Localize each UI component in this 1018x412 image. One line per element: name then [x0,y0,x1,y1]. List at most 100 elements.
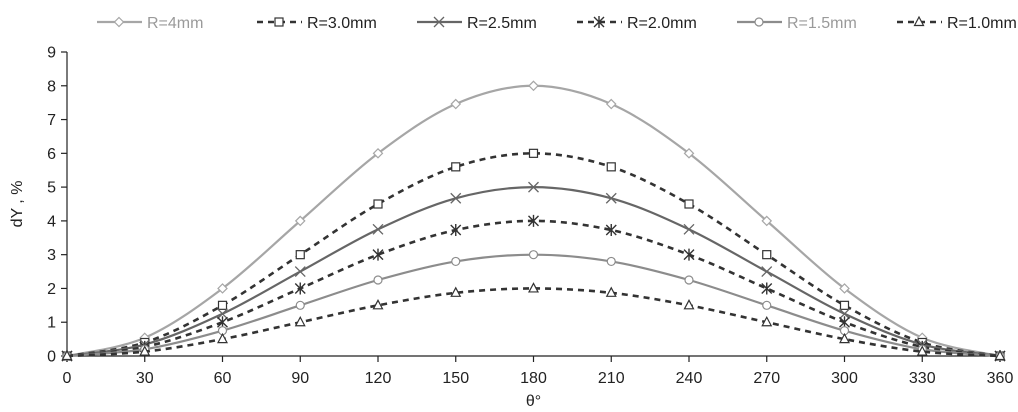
data-point [372,223,384,235]
data-point [606,162,616,172]
data-point [528,80,539,92]
x-tick-label: 360 [987,370,1014,387]
data-point [916,345,928,356]
data-point [606,256,616,267]
data-point [372,299,384,310]
data-point [683,147,695,159]
data-point [294,215,306,227]
data-point [528,148,539,158]
legend-marker [754,17,764,27]
legend-marker [913,15,925,27]
data-point [528,214,539,227]
x-tick-label: 240 [676,370,703,387]
data-point [528,250,539,260]
data-point [450,224,462,237]
plot-area [61,80,1006,362]
legend-label: R=2.5mm [467,15,537,32]
data-point [450,98,462,110]
data-point [294,315,306,327]
y-tick-label: 3 [47,247,56,264]
data-point [762,300,772,310]
data-point [839,332,850,344]
data-point [683,299,695,310]
x-tick-label: 300 [831,370,858,387]
data-point [605,286,617,297]
data-point [839,308,850,320]
legend: R=4mm R=3.0mm R=2.5mm R=2.0mm R=1.5mm R=1.0mm [97,15,1017,32]
x-tick-label: 330 [909,370,936,387]
y-tick-label: 4 [47,213,56,230]
legend-label: R=3.0mm [307,15,377,32]
legend-item: R=4mm [97,15,203,32]
data-point [139,345,151,356]
data-point [528,181,539,193]
series-line [66,186,1001,358]
series-R=1.0mm [61,282,1006,361]
legend-item: R=1.0mm [897,15,1017,32]
legend-label: R=1.5mm [787,15,857,32]
x-tick-label: 180 [520,370,547,387]
data-point [684,199,694,209]
x-tick-label: 60 [214,370,232,387]
data-point [761,282,773,295]
data-point [451,256,461,267]
data-point [684,275,694,285]
axes: 0 1 2 3 4 5 6 7 8 9 0 30 60 90 120 150 180 210 240 270 300 3… [9,45,1013,411]
data-point [839,300,850,310]
series-R=2.5mm [61,181,1006,362]
data-point [605,192,617,204]
legend-item: R=2.5mm [417,15,537,32]
data-point [605,224,617,237]
data-point [373,199,383,209]
data-point [294,266,306,278]
x-axis-title: θ° [526,393,541,410]
data-point [295,300,305,310]
y-tick-label: 1 [47,315,56,332]
x-tick-label: 90 [291,370,309,387]
y-axis-title: dY , % [9,181,26,228]
x-tick-label: 270 [753,370,780,387]
data-point [61,349,73,361]
series-R=1.5mm [62,250,1005,361]
legend-marker [593,16,605,28]
data-point [761,266,773,278]
legend-marker [113,16,125,28]
x-tick-label: 0 [63,370,72,387]
y-tick-label: 0 [47,349,56,366]
data-point [372,147,384,159]
data-point [451,162,461,172]
data-point [528,282,539,293]
y-tick-label: 5 [47,180,56,197]
y-tick-label: 9 [47,45,56,62]
x-tick-label: 150 [442,370,469,387]
legend-item: R=1.5mm [737,15,857,32]
y-ticks: 0 1 2 3 4 5 6 7 8 9 [47,45,67,366]
y-tick-label: 7 [47,112,56,129]
data-point [217,283,228,294]
data-point [761,315,773,327]
data-point [683,248,695,261]
data-point [373,275,383,285]
y-tick-label: 6 [47,146,56,163]
legend-marker [274,17,284,27]
data-point [217,308,228,320]
data-point [683,223,695,235]
legend-label: R=4mm [147,15,203,32]
x-tick-label: 30 [136,370,154,387]
legend-label: R=2.0mm [627,15,697,32]
data-point [217,300,228,310]
x-ticks: 0 30 60 90 120 150 180 210 240 270 300 330 360 [63,356,1014,387]
x-tick-label: 210 [598,370,625,387]
data-point [762,250,772,260]
data-point [761,215,773,227]
data-point [294,282,306,295]
y-tick-label: 8 [47,78,56,95]
data-point [450,286,462,297]
data-point [372,248,384,261]
data-point [217,332,228,344]
data-point [839,283,850,294]
data-point [605,98,617,110]
x-tick-label: 120 [365,370,392,387]
data-point [450,192,462,204]
